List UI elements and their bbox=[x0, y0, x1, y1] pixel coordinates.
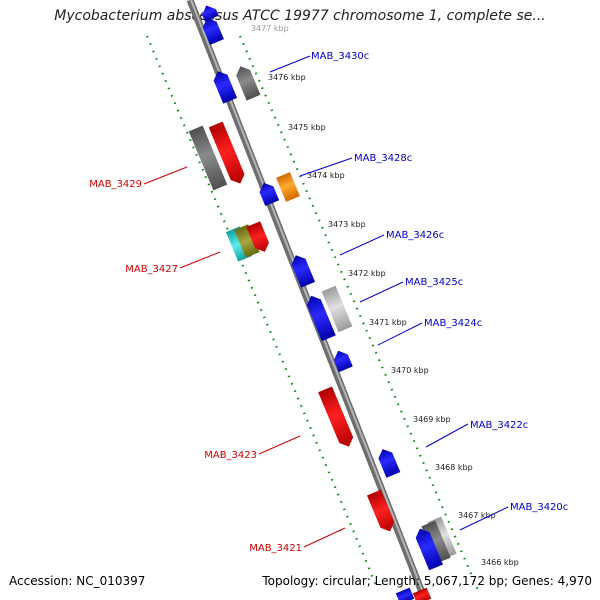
tick-label: 3469 kbp bbox=[413, 415, 451, 424]
tick-label: 3471 kbp bbox=[369, 318, 407, 327]
tick-label: 3476 kbp bbox=[268, 73, 306, 82]
gene-label[interactable]: MAB_3422c bbox=[470, 420, 528, 431]
gene-arrow[interactable] bbox=[412, 587, 432, 600]
gene-arrow[interactable] bbox=[211, 68, 238, 104]
gene-label-leader bbox=[179, 251, 221, 269]
tick-label: 3470 kbp bbox=[391, 366, 429, 375]
gene-arrow[interactable] bbox=[367, 489, 397, 535]
gene-label[interactable]: MAB_3430c bbox=[311, 51, 369, 62]
orf-box[interactable] bbox=[276, 172, 300, 202]
map-title: Mycobacterium abscessus ATCC 19977 chrom… bbox=[54, 8, 546, 24]
gene-arrow[interactable] bbox=[246, 221, 271, 254]
gene-label[interactable]: MAB_3424c bbox=[424, 318, 482, 329]
tick-label: 3467 kbp bbox=[458, 511, 496, 520]
gene-label[interactable]: MAB_3423 bbox=[204, 450, 257, 461]
gene-arrow[interactable] bbox=[331, 348, 353, 373]
gene-arrow[interactable] bbox=[289, 252, 316, 288]
tick-label: 3477 kbp bbox=[251, 24, 289, 33]
gene-arrow[interactable] bbox=[199, 3, 219, 22]
gene-label[interactable]: MAB_3427 bbox=[125, 264, 178, 275]
right-guide-line bbox=[238, 35, 480, 591]
accession-text: Accession: NC_010397 bbox=[9, 574, 146, 588]
tick-label: 3475 kbp bbox=[288, 123, 326, 132]
gene-label[interactable]: MAB_3426c bbox=[386, 230, 444, 241]
gene-label-leader bbox=[299, 157, 353, 177]
gene-label[interactable]: MAB_3429 bbox=[89, 179, 142, 190]
gene-arrow[interactable] bbox=[318, 386, 356, 449]
topology-text: Topology: circular; Length: 5,067,172 bp… bbox=[262, 574, 592, 588]
gene-label[interactable]: MAB_3421 bbox=[249, 543, 302, 554]
gene-label[interactable]: MAB_3428c bbox=[354, 153, 412, 164]
gene-label[interactable]: MAB_3420c bbox=[510, 502, 568, 513]
gene-label-leader bbox=[459, 506, 509, 531]
gene-label-leader bbox=[377, 322, 423, 346]
gene-label[interactable]: MAB_3425c bbox=[405, 277, 463, 288]
gene-label-leader bbox=[303, 527, 346, 548]
orf-box[interactable] bbox=[321, 285, 353, 333]
gene-label-leader bbox=[269, 55, 311, 73]
tick-label: 3474 kbp bbox=[307, 171, 345, 180]
gene-arrow[interactable] bbox=[257, 180, 280, 207]
tick-label: 3473 kbp bbox=[328, 220, 366, 229]
orf-box[interactable] bbox=[234, 63, 261, 101]
gene-arrow[interactable] bbox=[208, 121, 247, 187]
orf-box[interactable] bbox=[188, 125, 228, 191]
gene-label-leader bbox=[143, 166, 188, 185]
gene-arrow[interactable] bbox=[200, 15, 224, 45]
gene-arrow[interactable] bbox=[413, 526, 443, 571]
gene-arrow[interactable] bbox=[376, 446, 401, 478]
tick-label: 3466 kbp bbox=[481, 558, 519, 567]
gene-arrow[interactable] bbox=[304, 293, 336, 342]
orf-box[interactable] bbox=[234, 224, 260, 258]
gene-label-leader bbox=[258, 435, 301, 455]
gene-label-leader bbox=[339, 234, 385, 256]
gene-label-leader bbox=[359, 281, 404, 303]
orf-box[interactable] bbox=[421, 520, 451, 564]
gene-arrow[interactable] bbox=[395, 587, 415, 600]
tick-label: 3472 kbp bbox=[348, 269, 386, 278]
gene-label-leader bbox=[425, 423, 469, 448]
tick-label: 3468 kbp bbox=[435, 463, 473, 472]
